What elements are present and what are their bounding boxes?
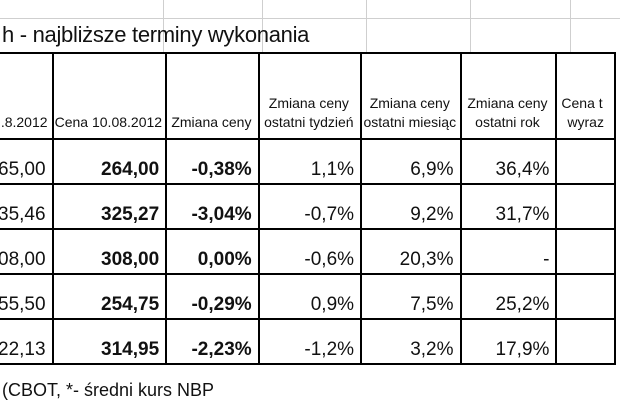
cell-year: 25,2% [459,273,558,320]
cell-week: 0,9% [257,273,363,320]
cell-expressed [555,183,616,230]
cell-expressed [555,318,616,365]
header-week-line2: ostatni tydzień [264,114,354,130]
gridline [570,0,571,52]
cell-week: 1,1% [257,138,363,185]
header-price-expressed: Cena t wyraz [555,52,616,140]
gridline [163,0,164,52]
cell-price: 308,00 [51,228,168,275]
cell-prev: 55,50 [0,273,54,320]
header-prev-date: .8.2012 [0,52,54,140]
table-row: 35,46 325,27 -3,04% -0,7% 9,2% 31,7% [0,183,616,230]
header-year-line2: ostatni rok [475,114,540,130]
cell-prev: 35,46 [0,183,54,230]
cell-change: -0,38% [165,138,260,185]
header-week-line1: Zmiana ceny [268,95,349,111]
cell-prev: 08,00 [0,228,54,275]
table-row: 22,13 314,95 -2,23% -1,2% 3,2% 17,9% [0,318,616,365]
header-expressed-line2: wyraz [567,114,604,130]
cell-change: -2,23% [165,318,260,365]
header-year-change: Zmiana ceny ostatni rok [459,52,558,140]
header-month-change: Zmiana ceny ostatni miesiąc [360,52,462,140]
cell-price: 325,27 [51,183,168,230]
cell-price: 314,95 [51,318,168,365]
price-table: .8.2012 Cena 10.08.2012 Zmiana ceny Zmia… [0,52,616,365]
cell-prev: 22,13 [0,318,54,365]
gridline [366,0,367,52]
gridline [0,18,620,19]
cell-month: 7,5% [360,273,462,320]
header-year-line1: Zmiana ceny [467,95,548,111]
cell-expressed [555,273,616,320]
cell-expressed [555,138,616,185]
header-month-line2: ostatni miesiąc [363,114,457,130]
gridline [470,0,471,52]
cell-month: 20,3% [360,228,462,275]
header-price: Cena 10.08.2012 [51,52,168,140]
cell-change: -0,29% [165,273,260,320]
header-week-change: Zmiana ceny ostatni tydzień [257,52,363,140]
footnote: (CBOT, *- średni kurs NBP [2,380,215,400]
cell-year: 17,9% [459,318,558,365]
gridline [262,0,263,52]
header-row: .8.2012 Cena 10.08.2012 Zmiana ceny Zmia… [0,52,616,140]
table-row: 65,00 264,00 -0,38% 1,1% 6,9% 36,4% [0,138,616,185]
header-month-line1: Zmiana ceny [369,95,450,111]
header-change: Zmiana ceny [165,52,260,140]
cell-week: -0,7% [257,183,363,230]
cell-change: -3,04% [165,183,260,230]
cell-year: 36,4% [459,138,558,185]
table-row: 55,50 254,75 -0,29% 0,9% 7,5% 25,2% [0,273,616,320]
cell-price: 254,75 [51,273,168,320]
sheet-title: h - najbliższe terminy wykonania [2,22,310,47]
table-row: 08,00 308,00 0,00% -0,6% 20,3% - [0,228,616,275]
cell-month: 6,9% [360,138,462,185]
cell-expressed [555,228,616,275]
cell-month: 3,2% [360,318,462,365]
cell-week: -0,6% [257,228,363,275]
cell-week: -1,2% [257,318,363,365]
cell-prev: 65,00 [0,138,54,185]
cell-change: 0,00% [165,228,260,275]
cell-month: 9,2% [360,183,462,230]
cell-year: - [459,228,558,275]
cell-year: 31,7% [459,183,558,230]
cell-price: 264,00 [51,138,168,185]
header-expressed-line1: Cena t [561,95,603,111]
